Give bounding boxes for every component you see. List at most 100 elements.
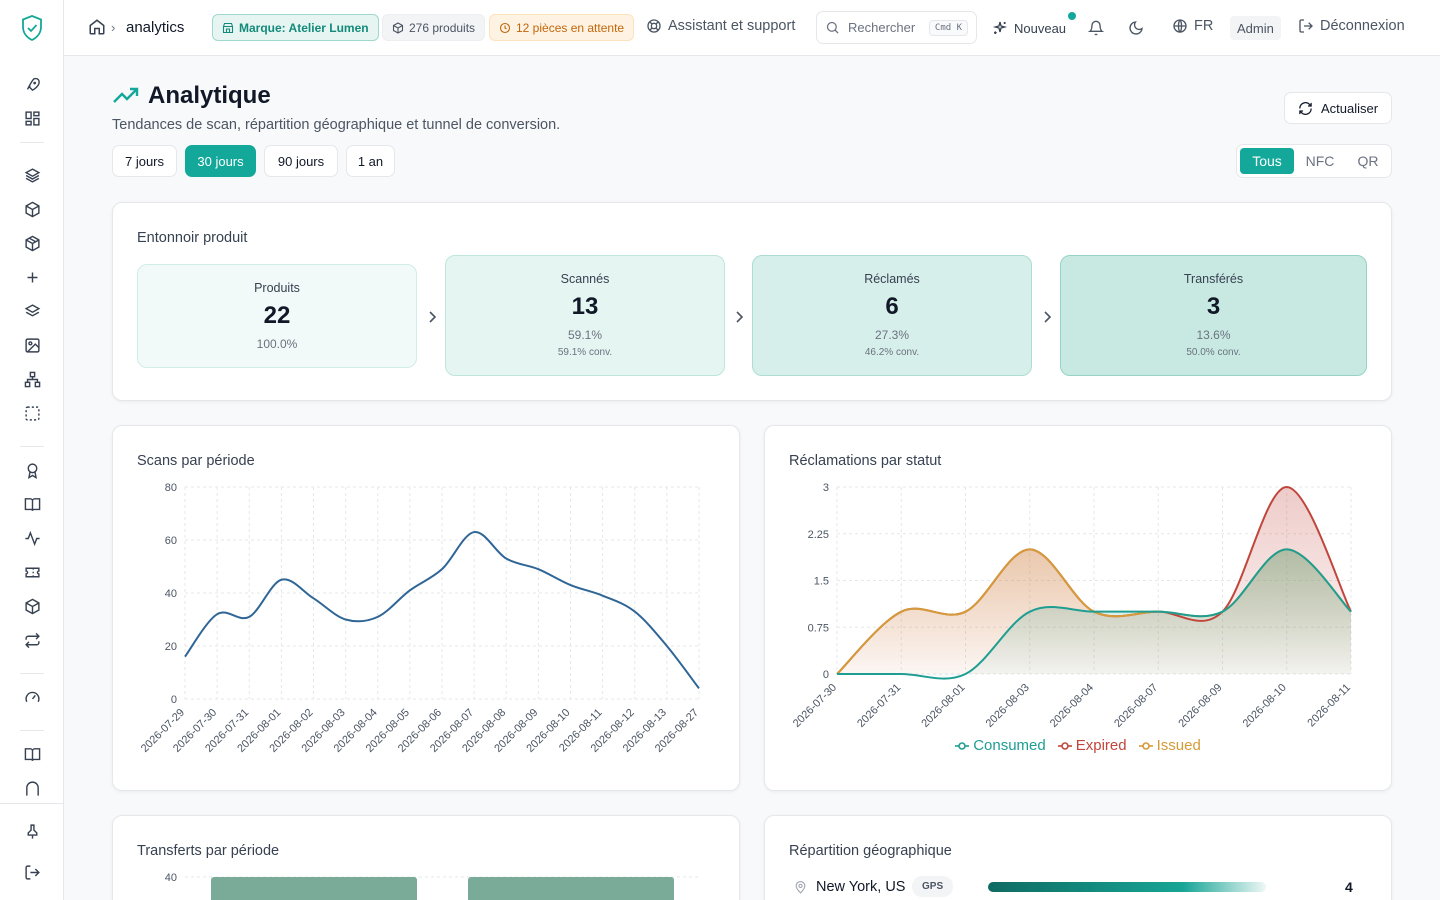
geo-city: New York, US bbox=[816, 879, 906, 895]
claims-ytick-label: 0 bbox=[823, 669, 829, 681]
claims-line-consumed[interactable] bbox=[837, 548, 1352, 680]
chevron-right-icon bbox=[429, 311, 437, 323]
legend-label: Issued bbox=[1156, 737, 1201, 754]
top-header: › analytics Marque: Atelier Lumen 276 pr… bbox=[64, 0, 1440, 56]
language-switcher[interactable]: FR bbox=[1172, 18, 1213, 34]
box-icon[interactable] bbox=[22, 199, 42, 219]
sidebar-bottom-divider bbox=[0, 803, 64, 804]
scans-ytick-label: 60 bbox=[165, 535, 177, 547]
legend-label: Consumed bbox=[973, 737, 1046, 754]
new-indicator-dot bbox=[1068, 12, 1076, 20]
geo-card-title: Répartition géographique bbox=[789, 843, 952, 859]
rocket-icon[interactable] bbox=[22, 74, 42, 94]
package-icon[interactable] bbox=[22, 233, 42, 253]
sidebar-divider bbox=[20, 673, 44, 674]
funnel-step-percent: 27.3% bbox=[874, 328, 910, 342]
scans-chart-title: Scans par période bbox=[137, 453, 255, 469]
geo-count: 4 bbox=[1345, 879, 1353, 895]
sidebar-divider bbox=[20, 142, 44, 143]
legend-item-consumed[interactable]: Consumed bbox=[955, 737, 1046, 754]
funnel-step-percent: 13.6% bbox=[1196, 328, 1231, 342]
legend-item-expired[interactable]: Expired bbox=[1057, 737, 1127, 754]
chevron-right-icon: › bbox=[111, 20, 116, 35]
legend-marker-icon bbox=[1057, 741, 1072, 750]
pending-items-label: 12 pièces en attente bbox=[516, 20, 625, 35]
repeat-icon[interactable] bbox=[22, 630, 42, 650]
support-label: Assistant et support bbox=[668, 18, 796, 34]
geo-row[interactable]: New York, US GPS 4 bbox=[789, 876, 1389, 900]
range-7-days-button[interactable]: 7 jours bbox=[112, 145, 177, 177]
award-icon[interactable] bbox=[22, 460, 42, 480]
funnel-step-transferred: Transférés 3 13.6% 50.0% conv. bbox=[1060, 255, 1367, 376]
funnel-step-value: 22 bbox=[263, 302, 291, 329]
funnel-step-products: Produits 22 100.0% bbox=[137, 264, 417, 368]
scans-chart-card: Scans par période 0 20 40 60 80 2026-07-29 202… bbox=[112, 425, 740, 791]
logout-icon bbox=[1299, 19, 1313, 33]
products-count-label: 276 produits bbox=[409, 20, 476, 35]
products-count-badge[interactable]: 276 produits bbox=[382, 14, 486, 41]
refresh-icon bbox=[1299, 101, 1312, 115]
page-subtitle: Tendances de scan, répartition géographi… bbox=[112, 117, 561, 133]
scans-series-line[interactable] bbox=[184, 531, 700, 690]
dashboard-grid-icon[interactable] bbox=[22, 108, 42, 128]
transfers-bar[interactable] bbox=[468, 877, 674, 900]
book-icon[interactable] bbox=[22, 744, 42, 764]
hierarchy-icon[interactable] bbox=[22, 369, 42, 389]
funnel-step-conversion: 50.0% conv. bbox=[1186, 347, 1241, 358]
image-icon[interactable] bbox=[22, 335, 42, 355]
bell-icon[interactable] bbox=[1088, 20, 1104, 36]
logout-button[interactable]: Déconnexion bbox=[1298, 18, 1405, 34]
channel-nfc-tab[interactable]: NFC bbox=[1305, 153, 1335, 169]
moon-icon[interactable] bbox=[1128, 20, 1144, 36]
channel-all-tab[interactable]: Tous bbox=[1240, 148, 1294, 174]
plus-icon[interactable] bbox=[22, 267, 42, 287]
ticket-icon[interactable] bbox=[22, 562, 42, 582]
breadcrumb-current: analytics bbox=[126, 19, 185, 36]
layers-icon[interactable] bbox=[22, 165, 42, 185]
claims-legend: Consumed Expired Issued bbox=[765, 737, 1391, 754]
gauge-icon[interactable] bbox=[22, 687, 42, 707]
shield-check-logo-icon[interactable] bbox=[20, 14, 44, 42]
dashed-square-icon[interactable] bbox=[22, 403, 42, 423]
geo-card: Répartition géographique New York, US GP… bbox=[764, 815, 1392, 900]
legend-marker-icon bbox=[955, 741, 970, 750]
brand-badge-label: Marque: Atelier Lumen bbox=[239, 20, 369, 35]
sparkles-icon bbox=[992, 21, 1008, 34]
stack-icon[interactable] bbox=[22, 301, 42, 321]
package-check-icon[interactable] bbox=[22, 596, 42, 616]
chevron-right-icon bbox=[736, 311, 744, 323]
box-icon bbox=[392, 21, 404, 34]
scans-ytick-label: 20 bbox=[165, 641, 177, 653]
funnel-step-percent: 59.1% bbox=[567, 328, 603, 342]
scans-ytick-label: 80 bbox=[165, 482, 177, 494]
home-icon[interactable] bbox=[88, 18, 106, 36]
refresh-button[interactable]: Actualiser bbox=[1284, 92, 1392, 124]
brand-badge[interactable]: Marque: Atelier Lumen bbox=[212, 14, 379, 41]
whats-new-button[interactable]: Nouveau bbox=[992, 20, 1066, 36]
arch-icon[interactable] bbox=[22, 778, 42, 798]
funnel-step-claimed: Réclamés 6 27.3% 46.2% conv. bbox=[752, 255, 1032, 376]
logout-icon[interactable] bbox=[22, 862, 42, 882]
range-30-days-button[interactable]: 30 jours bbox=[185, 145, 256, 177]
geo-progress-bar bbox=[988, 882, 1266, 892]
channel-qr-tab[interactable]: QR bbox=[1357, 153, 1379, 169]
book-open-icon[interactable] bbox=[22, 494, 42, 514]
search-input[interactable]: Rechercher Cmd K bbox=[816, 11, 977, 44]
range-90-days-button[interactable]: 90 jours bbox=[264, 145, 338, 177]
activity-icon[interactable] bbox=[22, 528, 42, 548]
legend-label: Expired bbox=[1075, 737, 1127, 754]
pin-icon[interactable] bbox=[22, 821, 42, 841]
range-1-year-button[interactable]: 1 an bbox=[346, 145, 395, 177]
geo-source-tag: GPS bbox=[912, 876, 954, 897]
claims-ytick-label: 3 bbox=[823, 482, 829, 494]
claims-xtick-label: 2026-08-01 bbox=[919, 682, 967, 730]
support-link[interactable]: Assistant et support bbox=[646, 18, 795, 34]
transfers-bar[interactable] bbox=[211, 877, 417, 900]
legend-item-issued[interactable]: Issued bbox=[1138, 737, 1201, 754]
lifebuoy-icon bbox=[647, 19, 661, 33]
scans-ytick-label: 40 bbox=[165, 588, 177, 600]
channel-filter: Tous NFC QR bbox=[1236, 144, 1392, 178]
clock-icon bbox=[499, 22, 511, 33]
funnel-step-label: Scannés bbox=[560, 272, 610, 286]
pending-items-badge[interactable]: 12 pièces en attente bbox=[489, 14, 635, 41]
